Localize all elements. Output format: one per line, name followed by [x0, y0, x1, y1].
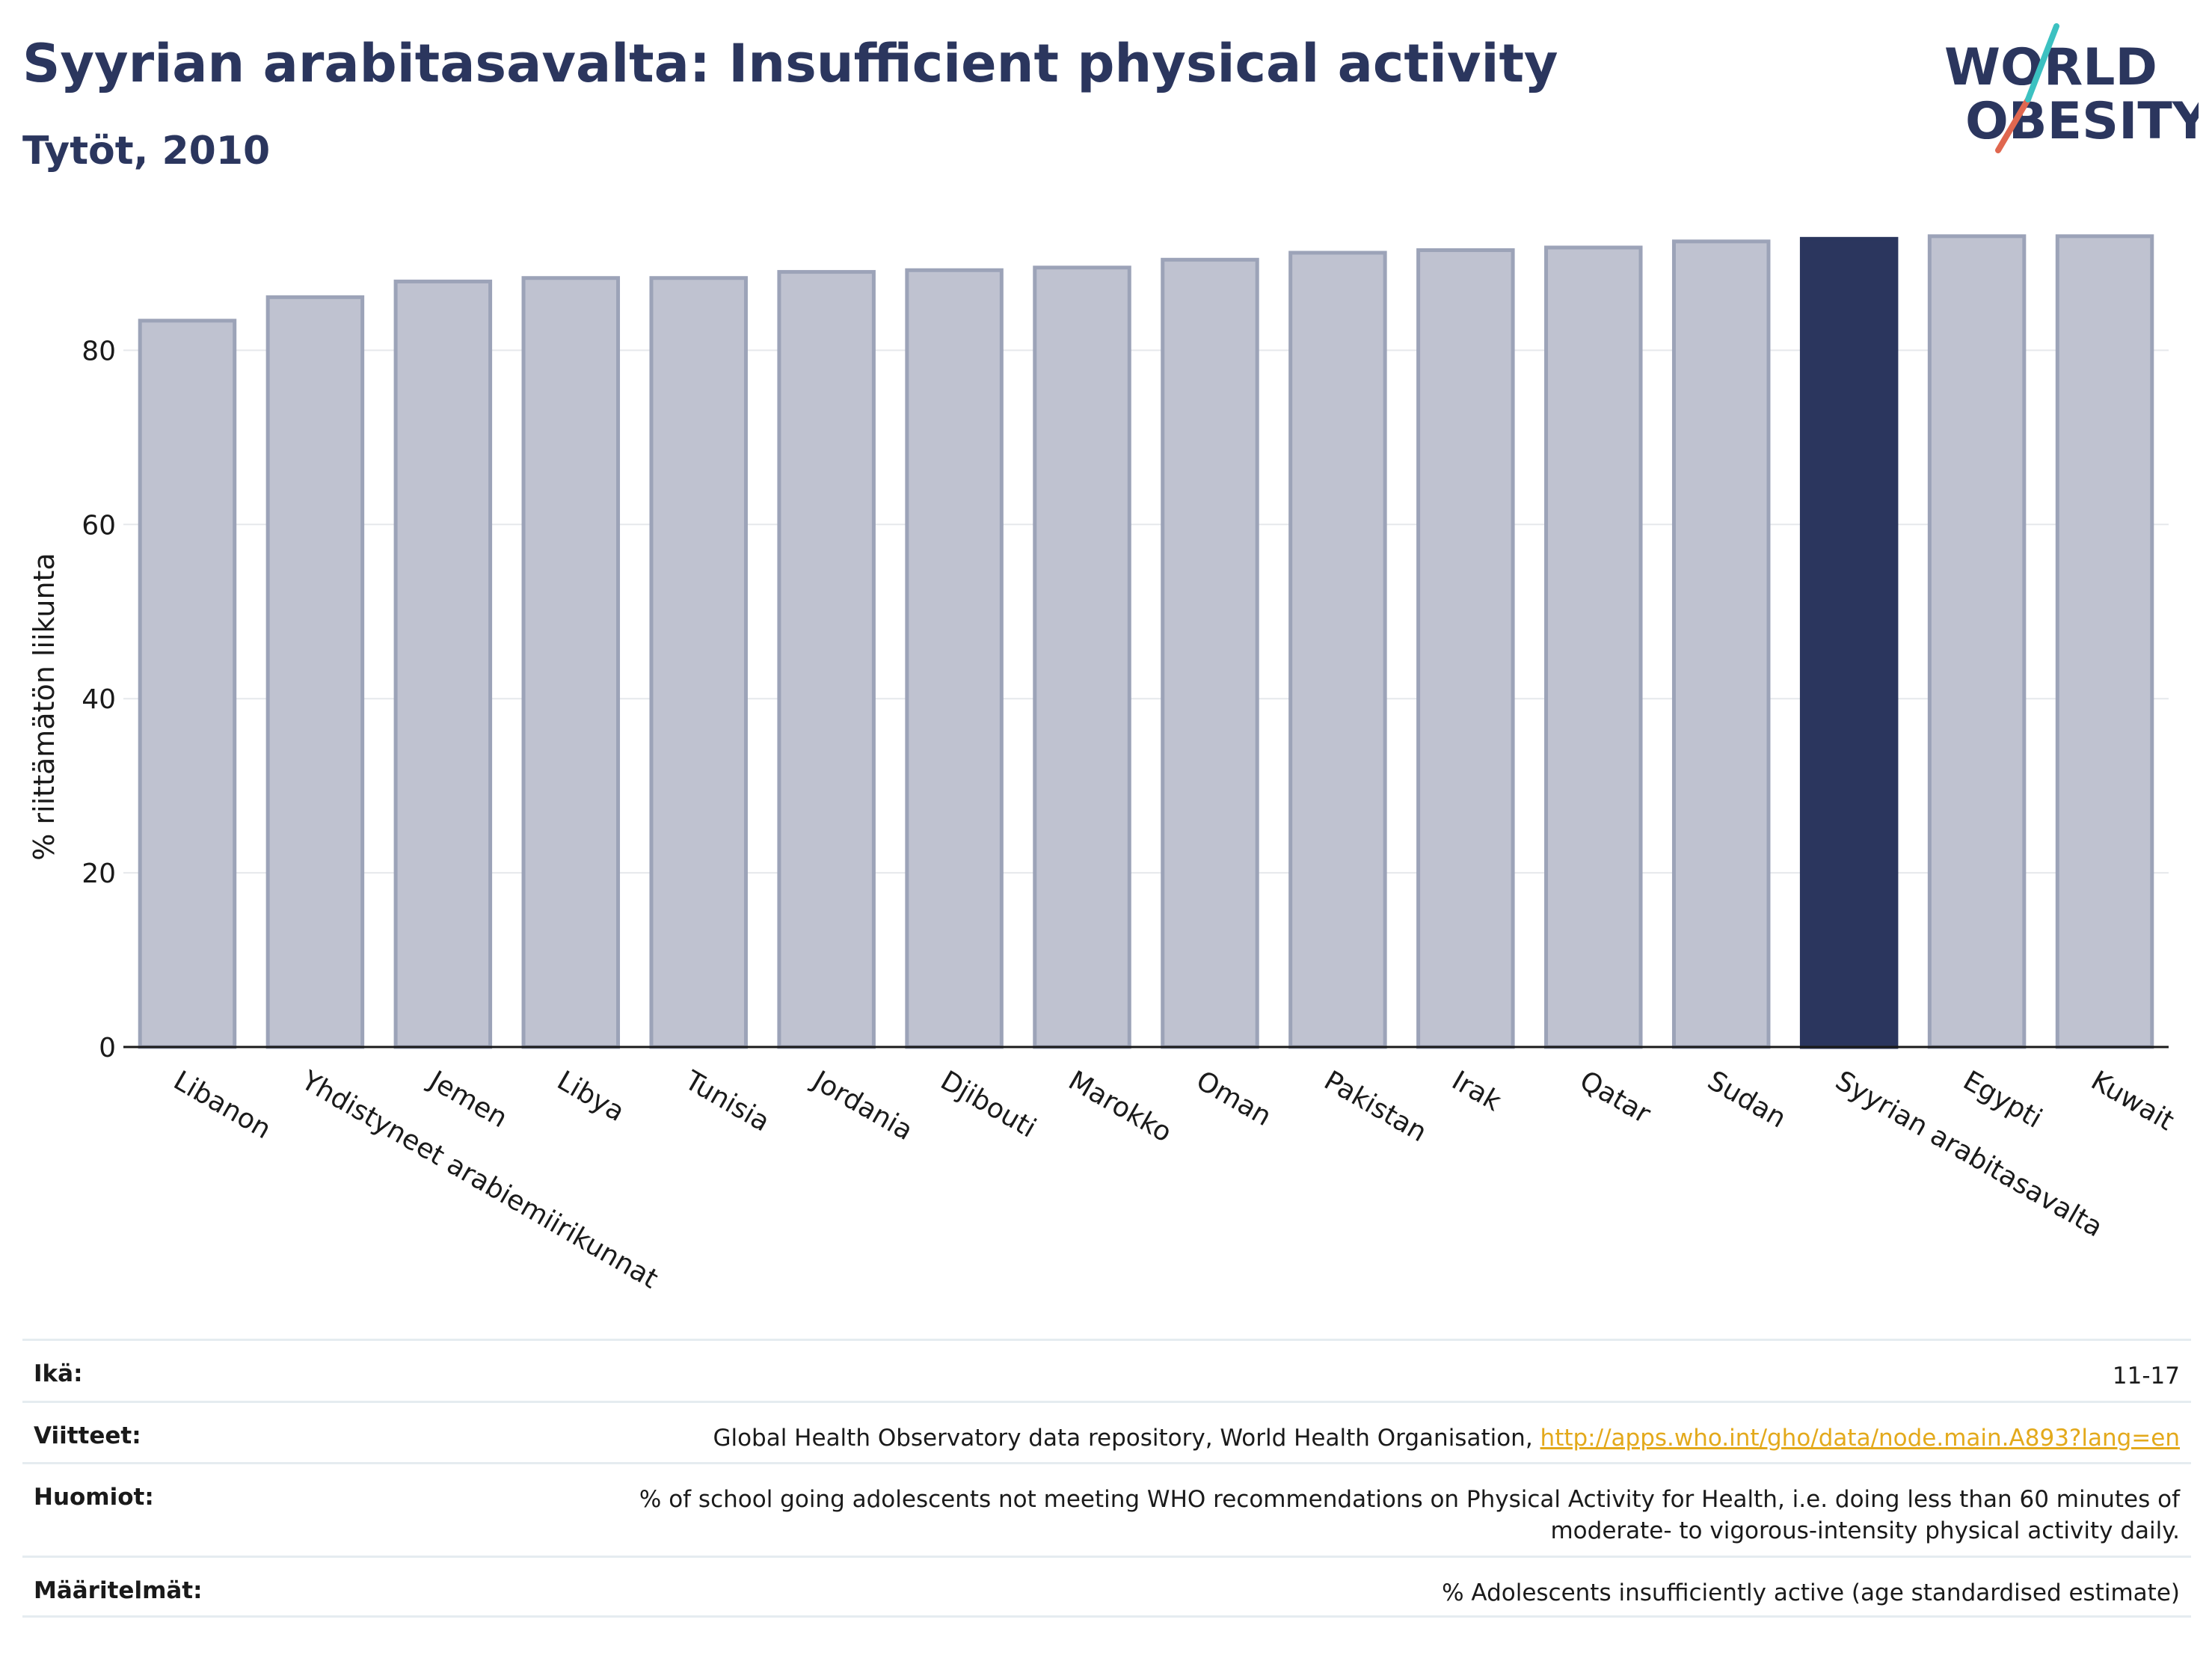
- bar-kuwait[interactable]: [2055, 234, 2154, 1049]
- notes-line2: moderate- to vigorous-intensity physical…: [1550, 1517, 2180, 1544]
- footer-row-definitions: Määritelmät: % Adolescents insufficientl…: [22, 1556, 2191, 1618]
- bars: [138, 234, 2154, 1049]
- footer-row-references: Viitteet: Global Health Observatory data…: [22, 1401, 2191, 1462]
- y-tick-label: 80: [82, 336, 116, 366]
- bar-sudan[interactable]: [1671, 239, 1771, 1049]
- x-tick-label: Libya: [552, 1065, 630, 1128]
- x-tick-label: Jemen: [423, 1064, 512, 1134]
- bar-irak[interactable]: [1416, 248, 1515, 1049]
- references-link[interactable]: http://apps.who.int/gho/data/node.main.A…: [1540, 1425, 2180, 1452]
- y-tick-label: 0: [99, 1033, 116, 1063]
- x-tick-label: Irak: [1447, 1065, 1507, 1117]
- x-tick-label: Libanon: [168, 1065, 276, 1145]
- references-value: Global Health Observatory data repositor…: [713, 1422, 2180, 1454]
- bar-jemen[interactable]: [393, 279, 493, 1049]
- bar-tunisia[interactable]: [649, 276, 748, 1049]
- bar-jordania[interactable]: [777, 270, 876, 1049]
- bar-djibouti[interactable]: [905, 268, 1004, 1049]
- y-tick-label: 20: [82, 859, 116, 889]
- definitions-value: % Adolescents insufficiently active (age…: [1442, 1579, 2180, 1606]
- references-label: Viitteet:: [34, 1422, 141, 1449]
- x-tick-label: Djibouti: [936, 1065, 1041, 1143]
- age-value: 11-17: [2112, 1363, 2180, 1390]
- x-tick-label: Marokko: [1063, 1065, 1177, 1148]
- x-tick-label: Pakistan: [1319, 1065, 1432, 1148]
- definitions-label: Määritelmät:: [34, 1577, 203, 1604]
- bar-marokko[interactable]: [1033, 265, 1131, 1049]
- y-tick-labels: 0 20 40 60 80: [82, 336, 116, 1063]
- bar-pakistan[interactable]: [1288, 251, 1387, 1049]
- y-tick-label: 40: [82, 684, 116, 715]
- notes-line1: % of school going adolescents not meetin…: [639, 1486, 2180, 1513]
- footer-row-notes: Huomiot: % of school going adolescents n…: [22, 1462, 2191, 1556]
- chart-footer: Ikä: 11-17 Viitteet: Global Health Obser…: [22, 1339, 2191, 1618]
- references-text: Global Health Observatory data repositor…: [713, 1425, 1533, 1452]
- x-tick-label: Tunisia: [679, 1065, 775, 1137]
- bar-libanon[interactable]: [138, 319, 237, 1049]
- bar-egypti[interactable]: [1927, 234, 2027, 1049]
- bar-yhdistyneet-arabiemiirikunnat[interactable]: [265, 295, 365, 1049]
- x-tick-label: Jordania: [806, 1064, 918, 1146]
- bar-chart: 0 20 40 60 80 Libanon Yhdistyneet arabiemiiri…: [28, 234, 2179, 1295]
- bar-oman[interactable]: [1161, 257, 1259, 1049]
- notes-value: % of school going adolescents not meetin…: [639, 1484, 2180, 1547]
- bar-libya[interactable]: [521, 276, 621, 1049]
- y-axis-label: % riittämätön liikunta: [28, 553, 61, 861]
- x-tick-label: Kuwait: [2086, 1065, 2179, 1137]
- x-tick-label: Egypti: [1958, 1065, 2047, 1134]
- world-obesity-logo: WORLD OBESITY: [1944, 23, 2199, 153]
- x-tick-label: Sudan: [1702, 1065, 1791, 1134]
- x-tick-label: Oman: [1191, 1065, 1276, 1132]
- notes-label: Huomiot:: [34, 1484, 154, 1511]
- x-tick-label: Qatar: [1574, 1065, 1655, 1129]
- footer-row-age: Ikä: 11-17: [22, 1339, 2191, 1401]
- bar-syyrian-arabitasavalta[interactable]: [1799, 236, 1899, 1049]
- chart-subtitle: Tytöt, 2010: [22, 129, 271, 174]
- x-tick-labels: Libanon Yhdistyneet arabiemiirikunnatJeme…: [168, 1064, 2179, 1295]
- bar-qatar[interactable]: [1544, 245, 1643, 1049]
- y-tick-label: 60: [82, 510, 116, 541]
- chart-title: Syyrian arabitasavalta: Insufficient phy…: [22, 33, 1558, 94]
- age-label: Ikä:: [34, 1360, 83, 1387]
